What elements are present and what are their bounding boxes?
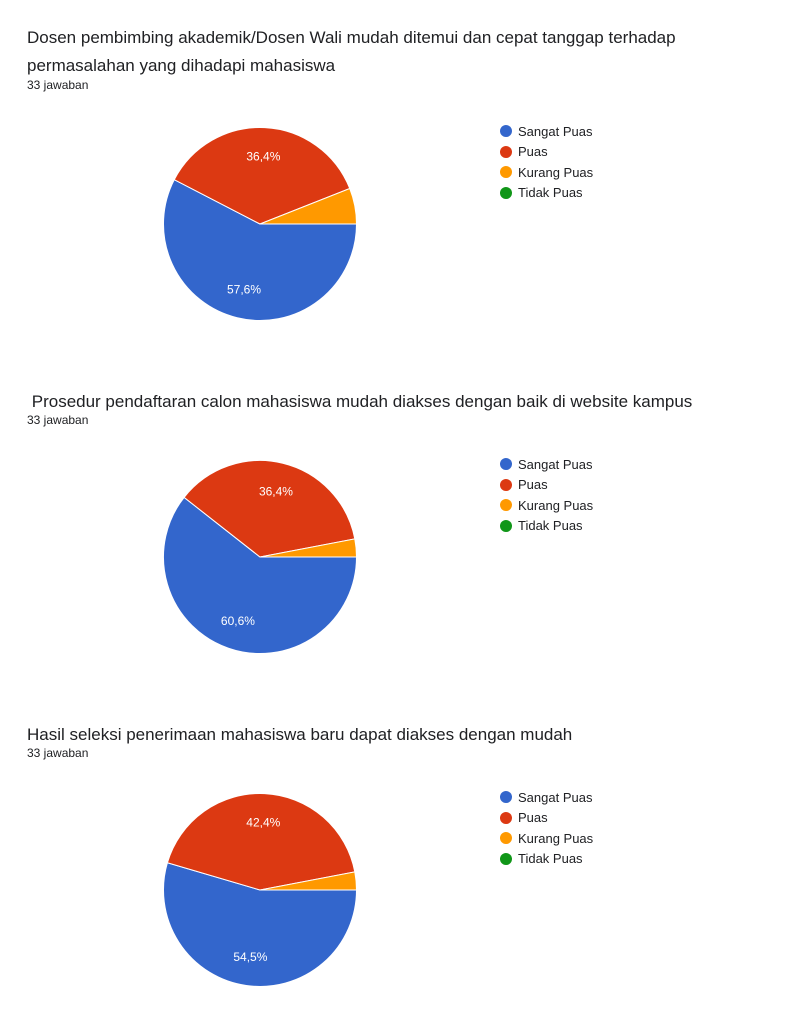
- pie-slice-puas[interactable]: [173, 127, 351, 225]
- response-count: 33 jawaban: [27, 78, 89, 92]
- pie-slice-sangat-puas[interactable]: [163, 862, 358, 987]
- slice-data-label: 36,4%: [259, 484, 293, 498]
- pie-slice-sangat-puas[interactable]: [163, 178, 358, 321]
- legend-item[interactable]: Kurang Puas: [500, 495, 593, 516]
- response-count: 33 jawaban: [27, 413, 89, 427]
- legend-item[interactable]: Sangat Puas: [500, 121, 593, 142]
- legend-swatch-icon: [500, 519, 512, 532]
- legend-label: Sangat Puas: [518, 789, 593, 805]
- pie-slice-sangat-puas[interactable]: [163, 496, 358, 654]
- legend-item[interactable]: Sangat Puas: [500, 454, 593, 475]
- chart-legend: Sangat Puas Puas Kurang Puas Tidak Puas: [500, 121, 593, 203]
- legend-label: Kurang Puas: [518, 830, 594, 846]
- chart-card: Hasil seleksi penerimaan mahasiswa baru …: [0, 697, 789, 1031]
- legend-swatch-icon: [500, 811, 512, 824]
- legend-item[interactable]: Puas: [500, 142, 593, 163]
- legend-swatch-icon: [500, 125, 512, 138]
- chart-title: Dosen pembimbing akademik/Dosen Wali mud…: [27, 28, 681, 75]
- legend-label: Tidak Puas: [518, 851, 583, 867]
- chart-card: Prosedur pendaftaran calon mahasiswa mud…: [0, 364, 789, 698]
- legend-label: Sangat Puas: [518, 123, 593, 139]
- slice-data-label: 60,6%: [221, 614, 255, 628]
- pie-slice-puas[interactable]: [183, 460, 356, 558]
- legend-item[interactable]: Puas: [500, 475, 593, 496]
- pie-slice-puas[interactable]: [166, 793, 356, 891]
- legend-swatch-icon: [500, 186, 512, 199]
- chart-card: Dosen pembimbing akademik/Dosen Wali mud…: [0, 0, 789, 334]
- legend-item[interactable]: Tidak Puas: [500, 183, 593, 204]
- chart-title: Prosedur pendaftaran calon mahasiswa mud…: [27, 392, 693, 411]
- legend-item[interactable]: Tidak Puas: [500, 849, 593, 870]
- legend-item[interactable]: Tidak Puas: [500, 516, 593, 537]
- slice-data-label: 42,4%: [246, 816, 280, 830]
- slice-data-label: 54,5%: [233, 950, 267, 964]
- legend-label: Puas: [518, 477, 548, 493]
- pie-chart: 60,6% 36,4%: [163, 460, 358, 654]
- slice-data-label: 36,4%: [246, 150, 280, 164]
- legend-swatch-icon: [500, 852, 512, 865]
- chart-legend: Sangat Puas Puas Kurang Puas Tidak Puas: [500, 787, 593, 869]
- legend-swatch-icon: [500, 166, 512, 179]
- pie-chart: 57,6% 36,4%: [163, 127, 358, 321]
- legend-label: Kurang Puas: [518, 164, 594, 180]
- legend-swatch-icon: [500, 791, 512, 804]
- pie-chart: 54,5% 42,4%: [163, 793, 358, 987]
- chart-legend: Sangat Puas Puas Kurang Puas Tidak Puas: [500, 454, 593, 536]
- chart-title: Hasil seleksi penerimaan mahasiswa baru …: [27, 725, 573, 744]
- legend-swatch-icon: [500, 145, 512, 158]
- legend-item[interactable]: Puas: [500, 808, 593, 829]
- pie-slice-kurang-puas[interactable]: [259, 871, 358, 891]
- legend-swatch-icon: [500, 478, 512, 491]
- legend-label: Tidak Puas: [518, 518, 583, 534]
- legend-label: Tidak Puas: [518, 185, 583, 201]
- legend-label: Puas: [518, 144, 548, 160]
- pie-slice-kurang-puas[interactable]: [259, 187, 358, 225]
- legend-item[interactable]: Kurang Puas: [500, 828, 593, 849]
- pie-slice-kurang-puas[interactable]: [259, 538, 358, 558]
- legend-label: Puas: [518, 810, 548, 826]
- response-count: 33 jawaban: [27, 746, 89, 760]
- legend-item[interactable]: Kurang Puas: [500, 162, 593, 183]
- slice-data-label: 57,6%: [227, 283, 261, 297]
- legend-swatch-icon: [500, 499, 512, 512]
- legend-label: Kurang Puas: [518, 497, 594, 513]
- legend-swatch-icon: [500, 832, 512, 845]
- legend-label: Sangat Puas: [518, 456, 593, 472]
- legend-swatch-icon: [500, 458, 512, 471]
- legend-item[interactable]: Sangat Puas: [500, 787, 593, 808]
